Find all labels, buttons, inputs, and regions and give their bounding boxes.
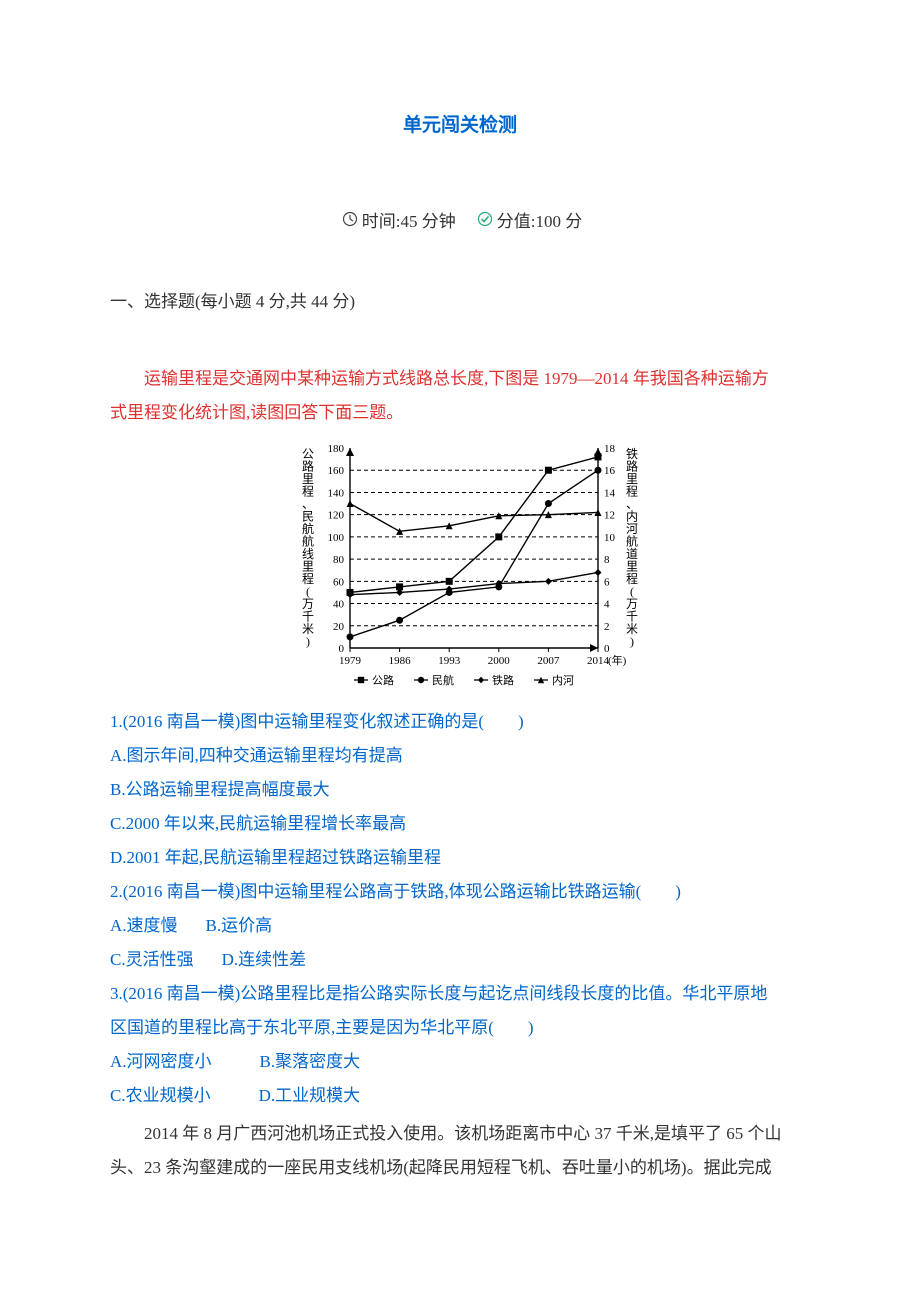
q2-opt-b: B.运价高 — [206, 916, 273, 935]
passage-1-line-1: 运输里程是交通网中某种运输方式线路总长度,下图是 1979—2014 年我国各种… — [110, 362, 810, 396]
svg-text:20: 20 — [333, 621, 345, 633]
svg-text:公路: 公路 — [372, 674, 394, 687]
svg-text:): ) — [306, 635, 310, 649]
svg-text:80: 80 — [333, 554, 345, 566]
q2-opts-ab: A.速度慢 B.运价高 — [110, 909, 810, 943]
svg-text:4: 4 — [604, 599, 610, 611]
meta-line: 时间:45 分钟 分值:100 分 — [110, 207, 810, 232]
q2-opt-c: C.灵活性强 — [110, 950, 194, 969]
svg-text:14: 14 — [604, 487, 616, 499]
clock-icon — [342, 211, 358, 232]
passage-1-line-2: 式里程变化统计图,读图回答下面三题。 — [110, 396, 810, 430]
svg-text:1993: 1993 — [438, 655, 461, 667]
svg-text:(年): (年) — [608, 653, 627, 667]
svg-text:120: 120 — [328, 510, 345, 522]
page-title: 单元闯关检测 — [110, 110, 810, 137]
svg-text:6: 6 — [604, 576, 610, 588]
q1-opt-d: D.2001 年起,民航运输里程超过铁路运输里程 — [110, 841, 810, 875]
q1-opt-a: A.图示年间,四种交通运输里程均有提高 — [110, 739, 810, 773]
time-label: 时间:45 分钟 — [362, 212, 456, 231]
svg-text:10: 10 — [604, 532, 616, 544]
svg-text:60: 60 — [333, 576, 345, 588]
q2-stem: 2.(2016 南昌一模)图中运输里程公路高于铁路,体现公路运输比铁路运输( ) — [110, 875, 810, 909]
passage-2-line-1: 2014 年 8 月广西河池机场正式投入使用。该机场距离市中心 37 千米,是填… — [110, 1117, 810, 1151]
svg-text:民航: 民航 — [432, 673, 454, 687]
q3-stem-l2: 区国道的里程比高于东北平原,主要是因为华北平原( ) — [110, 1011, 810, 1045]
q3-stem-l1: 3.(2016 南昌一模)公路里程比是指公路实际长度与起讫点间线段长度的比值。华… — [110, 977, 810, 1011]
svg-text:100: 100 — [328, 532, 345, 544]
svg-text:140: 140 — [328, 487, 345, 499]
svg-text:): ) — [630, 635, 634, 649]
q2-opts-cd: C.灵活性强 D.连续性差 — [110, 943, 810, 977]
passage-2-line-2: 头、23 条沟壑建成的一座民用支线机场(起降民用短程飞机、吞吐量小的机场)。据此… — [110, 1151, 810, 1185]
svg-text:16: 16 — [604, 465, 616, 477]
q2-opt-a: A.速度慢 — [110, 916, 178, 935]
svg-text:180: 180 — [328, 443, 345, 455]
svg-text:1986: 1986 — [389, 655, 412, 667]
svg-text:0: 0 — [604, 643, 610, 655]
svg-text:0: 0 — [339, 643, 345, 655]
score-label: 分值:100 分 — [497, 212, 582, 231]
q2-opt-d: D.连续性差 — [222, 950, 307, 969]
svg-text:2: 2 — [604, 621, 610, 633]
q3-opt-a: A.河网密度小 — [110, 1052, 212, 1071]
svg-text:12: 12 — [604, 510, 615, 522]
q1-opt-b: B.公路运输里程提高幅度最大 — [110, 773, 810, 807]
svg-text:160: 160 — [328, 465, 345, 477]
q3-opt-c: C.农业规模小 — [110, 1086, 211, 1105]
section-1-heading: 一、选择题(每小题 4 分,共 44 分) — [110, 287, 810, 312]
svg-text:2000: 2000 — [488, 655, 511, 667]
svg-text:40: 40 — [333, 599, 345, 611]
q1-stem: 1.(2016 南昌一模)图中运输里程变化叙述正确的是( ) — [110, 705, 810, 739]
mileage-chart: 0 20 40 60 80 100 120 140 160 180 0 2 4 6 8 10 12 14 16 18 1… — [110, 436, 810, 701]
svg-text:8: 8 — [604, 554, 610, 566]
svg-text:2014: 2014 — [587, 655, 610, 667]
q3-opt-d: D.工业规模大 — [259, 1086, 361, 1105]
q1-opt-c: C.2000 年以来,民航运输里程增长率最高 — [110, 807, 810, 841]
q3-opt-b: B.聚落密度大 — [260, 1052, 361, 1071]
q3-opts-ab: A.河网密度小 B.聚落密度大 — [110, 1045, 810, 1079]
svg-text:2007: 2007 — [537, 655, 560, 667]
check-icon — [477, 211, 493, 232]
svg-text:铁路: 铁路 — [492, 674, 514, 687]
svg-text:1979: 1979 — [339, 655, 362, 667]
svg-text:18: 18 — [604, 443, 616, 455]
svg-text:内河: 内河 — [552, 673, 574, 687]
q3-opts-cd: C.农业规模小 D.工业规模大 — [110, 1079, 810, 1113]
